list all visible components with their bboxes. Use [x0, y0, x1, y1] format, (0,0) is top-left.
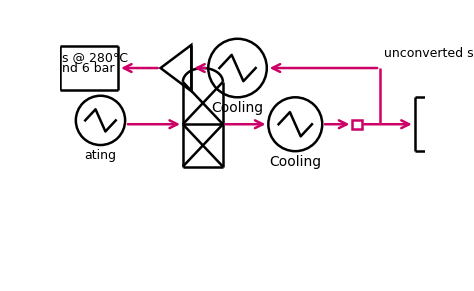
- Bar: [352, 120, 362, 129]
- Text: Cooling: Cooling: [211, 101, 264, 115]
- Text: nd 6 bar: nd 6 bar: [62, 62, 115, 75]
- Text: Cooling: Cooling: [269, 155, 321, 169]
- Text: unconverted sy: unconverted sy: [384, 47, 474, 60]
- Text: s @ 280°C: s @ 280°C: [62, 51, 128, 64]
- Text: ating: ating: [84, 149, 117, 162]
